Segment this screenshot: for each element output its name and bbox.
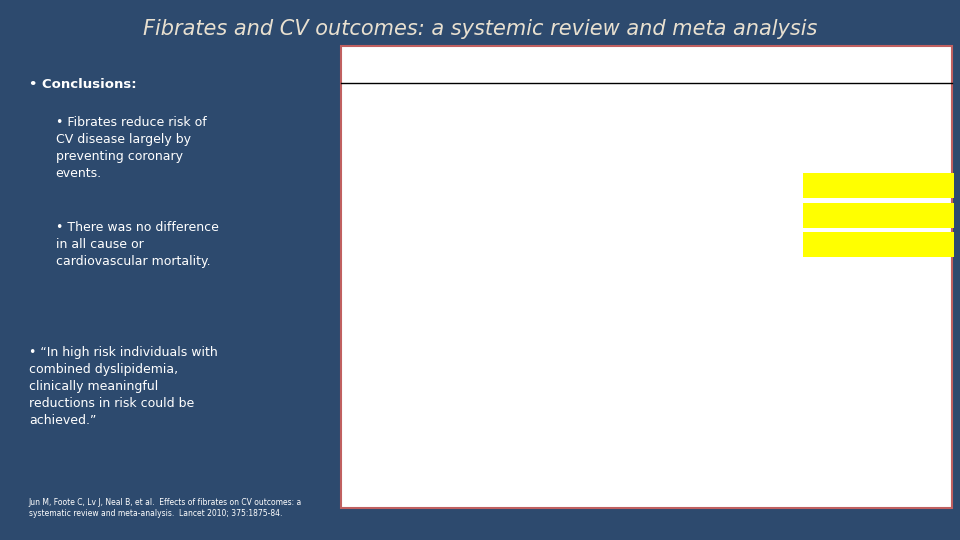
Text: Heart failure: Heart failure bbox=[348, 387, 400, 396]
Text: Studies included: Studies included bbox=[534, 59, 614, 69]
Text: 8, 12, 16, 17, 19, 20,
23–26, 29–31: 8, 12, 16, 17, 19, 20, 23–26, 29–31 bbox=[514, 205, 594, 225]
Text: I²=41·5%, p for heterogeneity=0·191: I²=41·5%, p for heterogeneity=0·191 bbox=[804, 453, 938, 460]
Text: 0·88 (0·78–0·98); p=0·025: 0·88 (0·78–0·98); p=0·025 bbox=[804, 353, 908, 362]
Text: I²=0·0%, p for heterogeneity=0·616: I²=0·0%, p for heterogeneity=0·616 bbox=[804, 306, 933, 313]
Text: 1·00 (0·93–1·08); p=0·918: 1·00 (0·93–1·08); p=0·918 bbox=[804, 177, 919, 185]
Text: Relative risk (95% CI): Relative risk (95% CI) bbox=[823, 59, 927, 69]
Bar bbox=[636, 200, 800, 230]
Text: 0·81 (0·75–0·89); p<0·0001: 0·81 (0·75–0·89); p<0·0001 bbox=[804, 147, 913, 156]
Text: 0·89 (0·74–1·06); p=0·190: 0·89 (0·74–1·06); p=0·190 bbox=[804, 265, 908, 274]
Text: I²=19·4%, p for heterogeneity=0·237: I²=19·4%, p for heterogeneity=0·237 bbox=[804, 188, 938, 195]
Text: Fibrates and CV outcomes: a systemic review and meta analysis: Fibrates and CV outcomes: a systemic rev… bbox=[143, 19, 817, 39]
Text: Jun M, Foote C, Lv J, Neal B, et al.  Effects of fibrates on CV outcomes: a
syst: Jun M, Foote C, Lv J, Neal B, et al. Eff… bbox=[29, 498, 302, 518]
Text: I²=36·3%, p for heterogeneity=0·194: I²=36·3%, p for heterogeneity=0·194 bbox=[804, 365, 938, 372]
Text: Coronary event: Coronary event bbox=[348, 122, 413, 131]
Text: • “In high risk individuals with
combined dyslipidemia,
clinically meaningful
re: • “In high risk individuals with combine… bbox=[29, 346, 218, 427]
Text: 12, 16, 32: 12, 16, 32 bbox=[514, 417, 553, 426]
Text: Non-vascular death: Non-vascular death bbox=[348, 299, 430, 308]
Text: Coronary
revascularisation: Coronary revascularisation bbox=[348, 353, 420, 372]
Text: • Conclusions:: • Conclusions: bbox=[29, 78, 136, 91]
Text: Favours fibrate: Favours fibrate bbox=[615, 478, 683, 488]
Text: I²=14·5%, p for heterogeneity=0·310: I²=14·5%, p for heterogeneity=0·310 bbox=[804, 159, 938, 166]
Text: 16, 17, 22, 23: 16, 17, 22, 23 bbox=[514, 358, 567, 367]
Text: Relative risk (95% CI): Relative risk (95% CI) bbox=[669, 492, 767, 502]
Text: I²=64·9%, p for heterogeneity=0·058: I²=64·9%, p for heterogeneity=0·058 bbox=[804, 424, 938, 431]
Text: 8, 12, 16–20, 22–30: 8, 12, 16–20, 22–30 bbox=[514, 122, 589, 131]
Text: 19, 20, 23, 24, 26: 19, 20, 23, 24, 26 bbox=[514, 269, 582, 279]
Text: Sudden death: Sudden death bbox=[348, 269, 406, 279]
Text: 21, 33: 21, 33 bbox=[514, 446, 539, 455]
Text: I²=47·0%, p for heterogeneity=0·110: I²=47·0%, p for heterogeneity=0·110 bbox=[804, 100, 938, 107]
Text: 8, 12, 16, 17, 23–26, 30, 31: 8, 12, 16, 17, 23–26, 30, 31 bbox=[514, 299, 620, 308]
Bar bbox=[636, 171, 800, 200]
Text: 0·63 (0·49–0·81); p<0·0001: 0·63 (0·49–0·81); p<0·0001 bbox=[804, 441, 913, 450]
Text: 8, 12, 16, 17, 19, 23–26, 31: 8, 12, 16, 17, 19, 23–26, 31 bbox=[514, 152, 620, 161]
Text: 6, 8, 12, 16–27, 30: 6, 8, 12, 16–27, 30 bbox=[514, 181, 586, 190]
Text: I²=0·0%, p for heterogeneity=0·444: I²=0·0%, p for heterogeneity=0·444 bbox=[804, 218, 933, 225]
Text: 6, 12, 16, 17, 23–25, 31: 6, 12, 16, 17, 23–25, 31 bbox=[514, 328, 606, 338]
Text: 0·87 (0·81–0·93); p<0·0001: 0·87 (0·81–0·93); p<0·0001 bbox=[804, 117, 913, 126]
Text: Composite
cardiovascular event: Composite cardiovascular event bbox=[348, 87, 436, 107]
Text: 1·10 (0·995–1·21); p=0·063: 1·10 (0·995–1·21); p=0·063 bbox=[804, 294, 913, 303]
Text: 12, 17, 25: 12, 17, 25 bbox=[514, 387, 553, 396]
Text: Non-fatal coronary
events: Non-fatal coronary events bbox=[348, 146, 426, 166]
Text: Retinopathy: Retinopathy bbox=[348, 446, 398, 455]
Text: I²=72·6%, p for heterogeneity=0·026: I²=72·6%, p for heterogeneity=0·026 bbox=[804, 394, 938, 401]
Text: Favours placebo: Favours placebo bbox=[738, 478, 811, 488]
Text: I²=0·0%, p for heterogeneity=0·581: I²=0·0%, p for heterogeneity=0·581 bbox=[804, 247, 933, 254]
Text: All-cause mortality: All-cause mortality bbox=[348, 181, 426, 190]
Text: 0·90 (0·82–1·00); p=0·048: 0·90 (0·82–1·00); p=0·048 bbox=[804, 88, 908, 97]
Text: 0·93 (0·85–1·02); p=0·116: 0·93 (0·85–1·02); p=0·116 bbox=[804, 206, 919, 215]
Text: 0·86 (0·75–0·98); p=0·028: 0·86 (0·75–0·98); p=0·028 bbox=[804, 412, 908, 421]
Text: Cardiac death: Cardiac death bbox=[348, 211, 406, 220]
Text: I²=25·9%, p for heterogeneity=0·222: I²=25·9%, p for heterogeneity=0·222 bbox=[804, 335, 938, 342]
Text: 0·97 (0·88–1·07); p=0·587: 0·97 (0·88–1·07); p=0·587 bbox=[804, 235, 920, 244]
Text: I²=2·6%, p for heterogeneity=0·392: I²=2·6%, p for heterogeneity=0·392 bbox=[804, 276, 933, 284]
Text: I²=22·1%, p for heterogeneity=0·202: I²=22·1%, p for heterogeneity=0·202 bbox=[804, 129, 938, 136]
Text: Progression of
albuminuria: Progression of albuminuria bbox=[348, 411, 407, 431]
Text: 12, 16–18, 25: 12, 16–18, 25 bbox=[514, 93, 566, 102]
Text: 0·94 (0·65–1·37); p=0·759: 0·94 (0·65–1·37); p=0·759 bbox=[804, 382, 908, 392]
Text: Cardiovascular death: Cardiovascular death bbox=[348, 240, 437, 249]
Text: • Fibrates reduce risk of
CV disease largely by
preventing coronary
events.: • Fibrates reduce risk of CV disease lar… bbox=[56, 116, 206, 180]
Bar bbox=[636, 230, 800, 259]
Text: 1·03 (0·91–1·16); p=0·687: 1·03 (0·91–1·16); p=0·687 bbox=[804, 323, 908, 333]
Text: Total stroke: Total stroke bbox=[348, 328, 396, 338]
Text: • There was no difference
in all cause or
cardiovascular mortality.: • There was no difference in all cause o… bbox=[56, 221, 219, 268]
Text: 12, 16, 24, 25, 30, 31: 12, 16, 24, 25, 30, 31 bbox=[514, 240, 597, 249]
